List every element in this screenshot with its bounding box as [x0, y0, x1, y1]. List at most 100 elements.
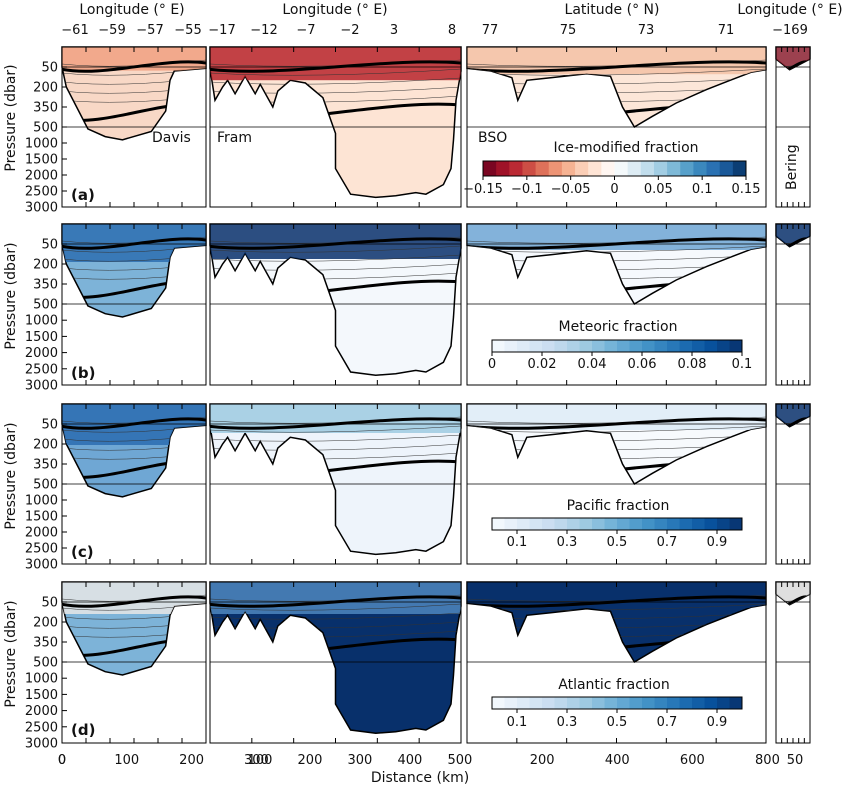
water-column-a-1 [209, 46, 462, 199]
y-tick-label: 200 [33, 258, 58, 273]
colorbar-title-b: Meteoric fraction [559, 319, 678, 335]
colorbar-swatch [629, 518, 643, 530]
x-tick-label: 600 [680, 753, 705, 768]
colorbar-title-d: Atlantic fraction [558, 677, 669, 693]
section-a-1 [209, 46, 462, 208]
x-tick-label: 500 [447, 753, 472, 768]
surface-layer-b-1 [210, 224, 461, 259]
top-tick-label: −12 [250, 23, 277, 38]
colorbar-swatch [667, 161, 681, 176]
x-tick-label: 200 [179, 753, 204, 768]
panel-letters: (a) (b) (c) (d) [71, 186, 95, 739]
panels: 5020035050010001500200025003000502003505… [25, 46, 811, 752]
y-axis-labels: Pressure (dbar) Pressure (dbar) Pressure… [3, 64, 19, 707]
colorbar-swatch [554, 340, 568, 352]
surface-layer-a-0 [62, 47, 206, 71]
colorbars: −0.15 −0.1 −0.05 0 0.05 0.1 0.150 0.02 0.04 0.06 0… [463, 160, 760, 730]
section-label-bso: BSO [478, 130, 507, 146]
colorbar-swatch [693, 161, 708, 176]
contour-line [210, 425, 461, 433]
section-label-bering: Bering [784, 144, 800, 190]
top-tick-label: −61 [61, 23, 88, 38]
colorbar-swatch [504, 697, 518, 709]
top-tick-label: 71 [718, 23, 735, 38]
contour-line [210, 245, 461, 253]
colorbar-swatch [601, 161, 615, 176]
top-tick-label: −2 [340, 23, 359, 38]
colorbar-swatch [567, 518, 580, 530]
water-column-c-1 [209, 403, 462, 556]
colorbar-tick-label: 0.1 [692, 182, 713, 197]
colorbar-swatch [729, 518, 743, 530]
colorbar-title-a: Ice-modified fraction [553, 140, 698, 156]
colorbar-tick-label: 0.3 [557, 715, 578, 730]
top-tick-label: −59 [98, 23, 125, 38]
y-tick-label: 50 [41, 596, 58, 611]
colorbar-swatch [579, 697, 593, 709]
colorbar-swatch [567, 340, 580, 352]
colorbar-swatch [567, 697, 580, 709]
colorbar-swatch [542, 518, 555, 530]
colorbar-d: 0.1 0.3 0.5 0.7 0.9 [491, 696, 743, 730]
colorbar-tick-label: 0.04 [578, 357, 607, 372]
contour-line [210, 77, 461, 85]
y-tick-label: 3000 [25, 737, 58, 752]
x-tick-label: 300 [348, 753, 373, 768]
colorbar-swatch [729, 340, 743, 352]
section-a-0 [61, 46, 207, 208]
panel-letter-d: (d) [71, 721, 95, 739]
y-axis-label-a: Pressure (dbar) [3, 64, 19, 171]
colorbar-tick-label: 0.5 [607, 715, 628, 730]
colorbar-swatch [717, 518, 730, 530]
colorbar-swatch [717, 340, 730, 352]
x-tick-label: 400 [397, 753, 422, 768]
top-tick-label: −17 [208, 23, 235, 38]
colorbar-swatch [654, 340, 668, 352]
x-tick-label: 300 [244, 753, 269, 768]
colorbar-swatch [680, 161, 694, 176]
x-tick-label: 200 [530, 753, 555, 768]
top-tick-label: −169 [772, 23, 808, 38]
y-tick-label: 1500 [25, 688, 58, 703]
section-d-0 [61, 581, 207, 744]
top-axis-label-davis: Longitude (° E) [79, 2, 184, 18]
section-c-2 [466, 403, 767, 565]
y-tick-label: 200 [33, 616, 58, 631]
colorbar-swatch [679, 518, 693, 530]
colorbar-tick-label: 0.08 [678, 357, 707, 372]
section-d-1 [209, 581, 462, 744]
colorbar-swatch [483, 161, 497, 176]
colorbar-tick-label: 0.05 [644, 182, 673, 197]
top-tick-label: −55 [174, 23, 201, 38]
top-tick-label: 77 [482, 23, 499, 38]
top-axis-label-bering: Longitude (° E) [737, 2, 842, 18]
y-tick-label: 2000 [25, 346, 58, 361]
y-tick-label: 2000 [25, 169, 58, 184]
colorbar-tick-label: 0.7 [657, 535, 678, 550]
colorbar-swatch [627, 161, 642, 176]
contour-line [210, 263, 461, 271]
top-axis-label-bso: Latitude (° N) [565, 2, 660, 18]
colorbar-swatch [642, 697, 655, 709]
colorbar-swatch [592, 340, 605, 352]
contour-line [210, 254, 461, 262]
y-tick-label: 1500 [25, 153, 58, 168]
colorbar-swatch [640, 161, 655, 176]
colorbar-swatch [504, 340, 518, 352]
colorbar-swatch [667, 518, 680, 530]
x-axis-label: Distance (km) [371, 770, 469, 786]
colorbar-swatch [704, 340, 718, 352]
top-tick-label: −57 [136, 23, 163, 38]
section-b-1 [209, 223, 462, 386]
colorbar-swatch [579, 340, 593, 352]
y-tick-label: 500 [33, 478, 58, 493]
colorbar-tick-label: 0.5 [607, 535, 628, 550]
contour-line [210, 603, 461, 611]
colorbar-swatch [692, 518, 705, 530]
colorbar-swatch [517, 697, 530, 709]
colorbar-swatch [679, 340, 693, 352]
colorbar-swatch [614, 161, 629, 176]
colorbar-swatch [509, 161, 523, 176]
